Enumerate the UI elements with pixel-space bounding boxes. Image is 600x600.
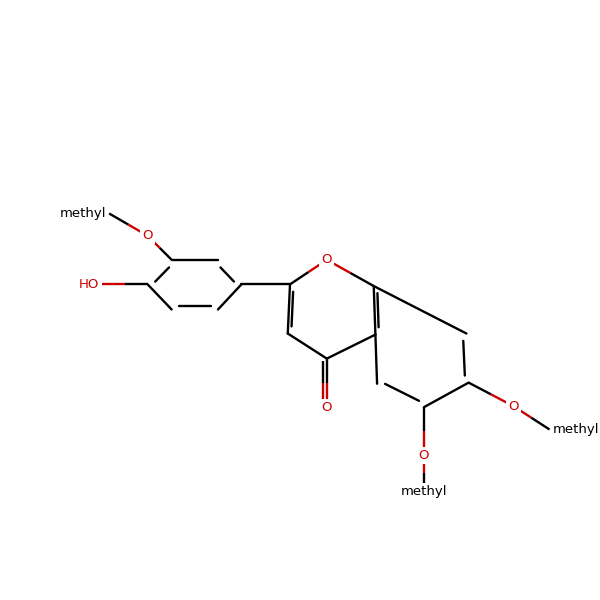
- Text: methyl: methyl: [553, 423, 599, 436]
- Text: methyl: methyl: [401, 485, 447, 498]
- Text: O: O: [142, 229, 153, 242]
- Text: O: O: [508, 400, 518, 413]
- Text: O: O: [322, 401, 332, 413]
- Text: O: O: [322, 253, 332, 266]
- Text: methyl: methyl: [60, 207, 106, 220]
- Text: HO: HO: [79, 278, 99, 291]
- Text: O: O: [419, 449, 429, 461]
